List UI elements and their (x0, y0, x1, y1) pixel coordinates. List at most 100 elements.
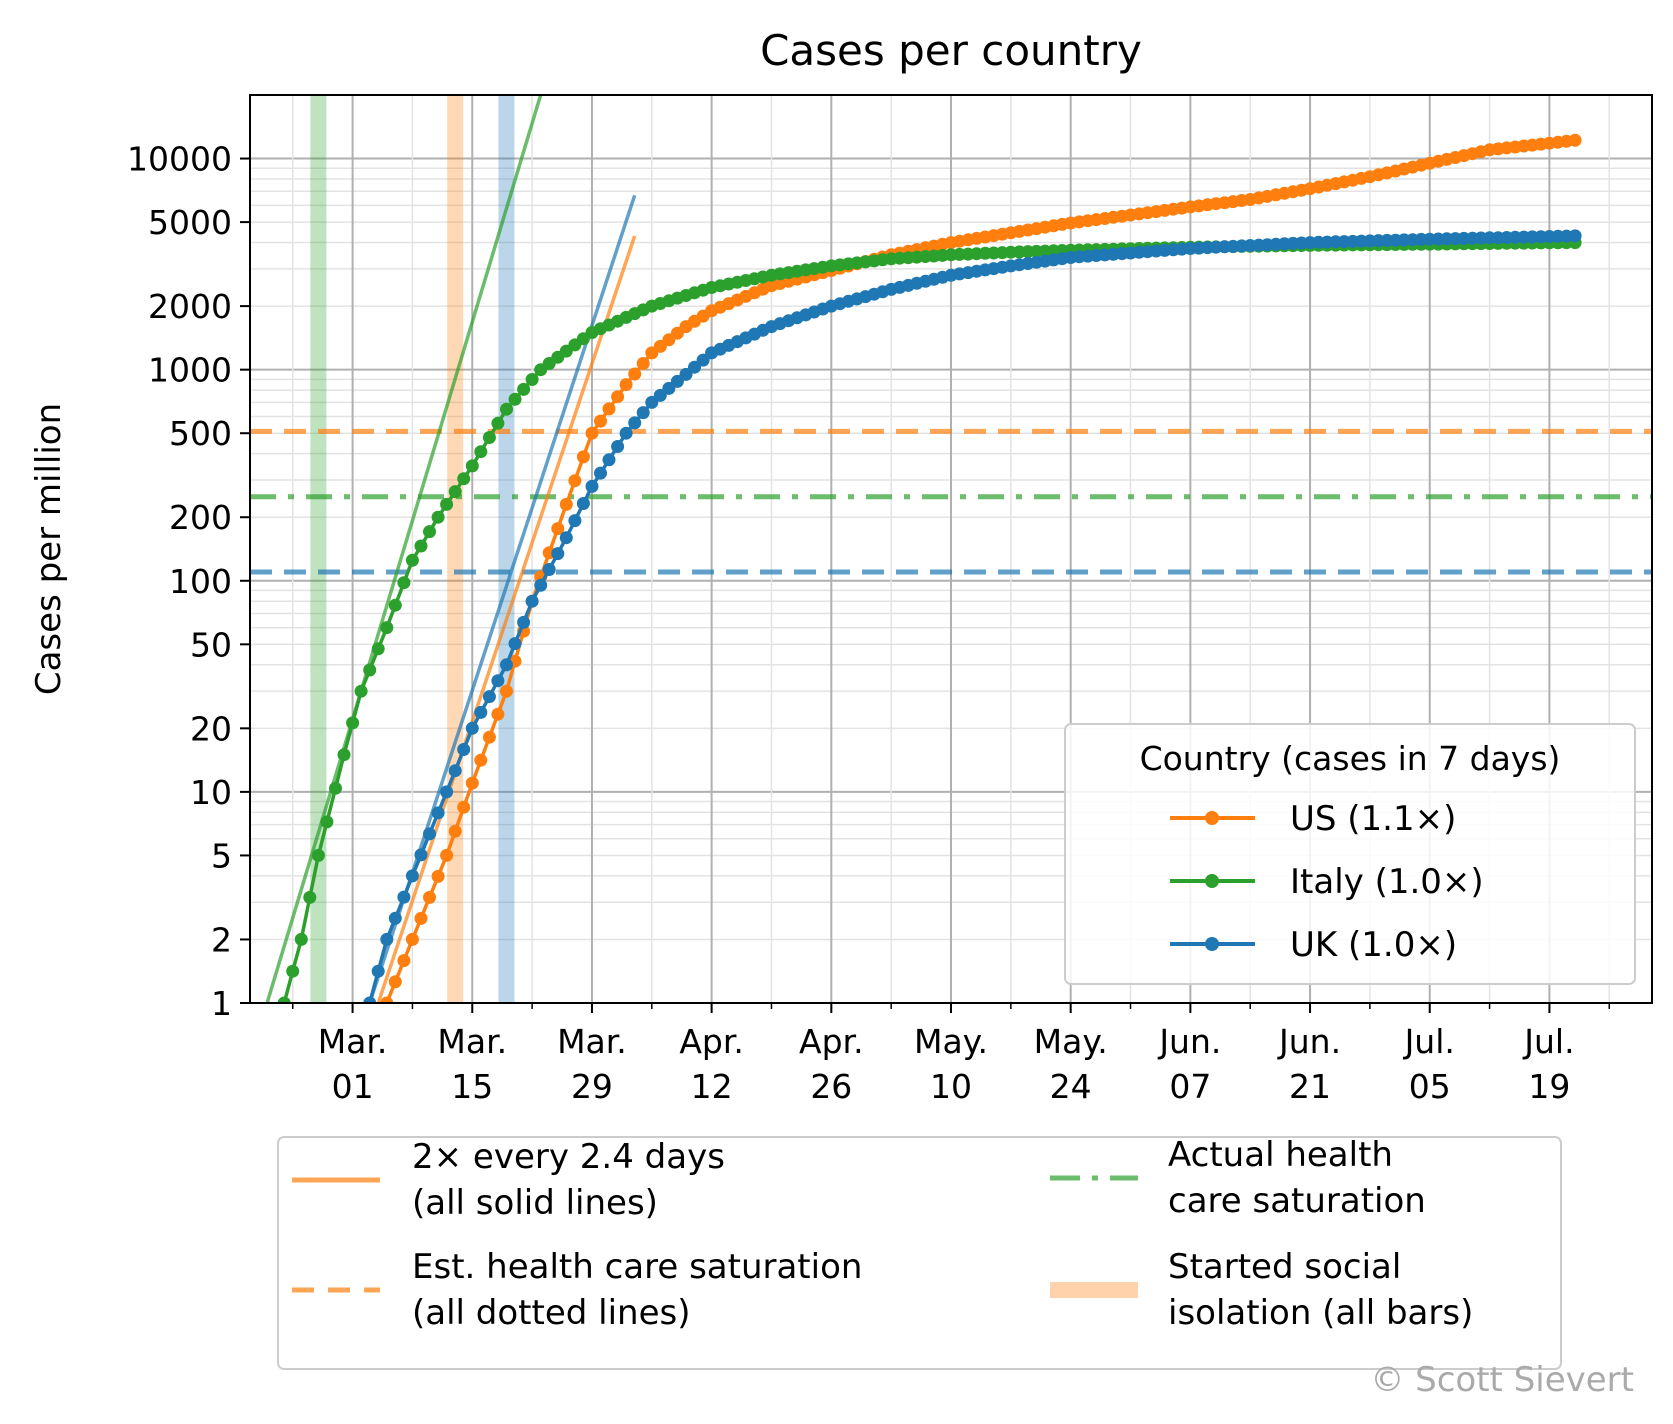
data-point (448, 485, 462, 499)
key-label-line2: (all solid lines) (412, 1183, 658, 1223)
legend-swatch-marker (1205, 811, 1219, 825)
data-point (482, 690, 496, 704)
data-point (380, 932, 394, 946)
data-point (397, 890, 411, 904)
x-tick-label-month: Mar. (318, 1022, 388, 1061)
data-point (474, 753, 488, 767)
x-tick-label-month: May. (1034, 1022, 1108, 1061)
data-point (688, 360, 701, 374)
x-tick-label-day: 26 (810, 1067, 852, 1106)
data-point (474, 445, 488, 459)
x-tick-label-month: Apr. (799, 1022, 864, 1061)
data-point (482, 431, 496, 444)
x-axis: Mar. 01 Mar. 15 Mar. 29 Apr. 12 Apr. 26 May. 10 May.… (291, 1003, 1611, 1106)
data-point (354, 684, 368, 698)
country-legend: Country (cases in 7 days) US (1.1×) Italy… (1064, 723, 1636, 985)
data-point (576, 450, 590, 464)
data-point (568, 514, 582, 528)
data-point (440, 497, 454, 511)
data-point (636, 357, 650, 370)
x-tick-label-month: Jun. (1277, 1022, 1341, 1061)
data-point (303, 890, 317, 904)
y-axis: 1 2 5 10 20 50 100 200 500 1000 2000 5000 10000 (127, 140, 250, 1023)
chart-title: Cases per country (760, 26, 1142, 75)
data-point (551, 522, 565, 536)
data-point (371, 964, 385, 978)
data-point (525, 373, 539, 386)
data-point (388, 598, 402, 612)
data-point (508, 637, 522, 651)
legend-label-us: US (1.1×) (1290, 799, 1456, 839)
x-tick-label-day: 01 (332, 1067, 374, 1106)
x-tick-label-day: 07 (1169, 1067, 1211, 1106)
x-tick-label-month: Jun. (1157, 1022, 1221, 1061)
data-point (482, 730, 496, 744)
data-point (397, 576, 411, 590)
data-point (585, 426, 599, 440)
series-us (380, 133, 1582, 1003)
series-lines (277, 133, 1582, 1003)
data-point (423, 525, 436, 539)
data-point (388, 911, 402, 925)
legend-swatch-marker (1205, 874, 1219, 888)
data-point (517, 382, 531, 396)
y-tick-label: 5000 (148, 203, 232, 242)
data-point (491, 707, 505, 721)
key-label-line1: Est. health care saturation (412, 1247, 862, 1287)
y-tick-label: 100 (169, 562, 232, 601)
data-point (329, 781, 342, 795)
x-tick-label-day: 24 (1050, 1067, 1092, 1106)
data-point (491, 674, 505, 688)
data-point (431, 806, 445, 820)
data-point (628, 416, 642, 430)
y-tick-label: 10 (190, 773, 232, 812)
data-point (602, 402, 616, 416)
y-tick-label: 10000 (127, 140, 232, 179)
data-point (619, 426, 633, 440)
x-tick-label-day: 15 (451, 1067, 493, 1106)
data-point (568, 474, 582, 488)
data-point (414, 848, 428, 862)
x-tick-label-day: 21 (1289, 1067, 1331, 1106)
data-point (380, 996, 394, 1003)
data-point (440, 848, 454, 862)
data-point (294, 932, 308, 946)
x-tick-label-month: Mar. (437, 1022, 507, 1061)
data-point (405, 932, 419, 946)
data-point (405, 553, 419, 567)
key-label-line1: Started social (1168, 1247, 1401, 1287)
data-point (602, 453, 616, 467)
data-point (559, 497, 573, 511)
data-point (500, 402, 513, 416)
data-point (628, 367, 642, 381)
key-label-line1: Actual health (1168, 1135, 1393, 1175)
data-point (363, 996, 377, 1003)
isolation-bar-italy (310, 95, 327, 1003)
key-label-line2: isolation (all bars) (1168, 1293, 1473, 1333)
key-label-line2: (all dotted lines) (412, 1293, 691, 1333)
country-legend-box (1064, 723, 1636, 985)
grid (250, 95, 1652, 1003)
y-tick-label: 500 (169, 414, 232, 453)
data-point (448, 824, 462, 838)
x-tick-label-day: 05 (1409, 1067, 1451, 1106)
data-point (670, 374, 684, 388)
legend-swatch-marker (1205, 937, 1219, 951)
data-point (277, 996, 291, 1003)
data-point (594, 466, 607, 480)
data-point (465, 776, 479, 790)
x-tick-label-day: 29 (571, 1067, 613, 1106)
x-tick-label-month: Apr. (679, 1022, 744, 1061)
isolation-bar-us (447, 95, 464, 1003)
watermark: © Scott Sievert (1370, 1360, 1634, 1400)
data-point (431, 510, 445, 524)
data-point (611, 390, 625, 404)
data-point (525, 594, 539, 608)
key-label-line2: care saturation (1168, 1181, 1426, 1221)
trend-line-us (376, 235, 637, 1003)
data-point (431, 869, 445, 883)
data-point (542, 563, 556, 576)
data-point (311, 848, 325, 862)
x-tick-label-day: 19 (1528, 1067, 1570, 1106)
y-tick-label: 1000 (148, 351, 232, 390)
